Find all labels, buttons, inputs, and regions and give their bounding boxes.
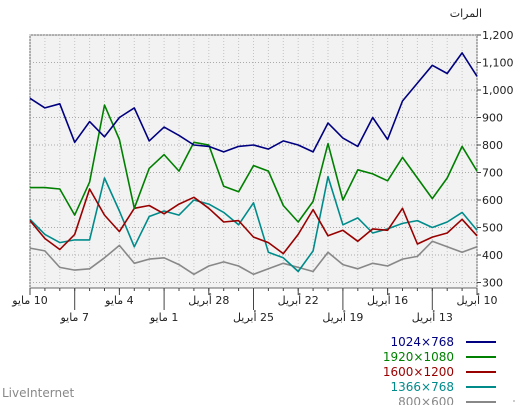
y-tick-label: 1,000 <box>482 84 514 97</box>
x-tick-label: 1 مايو <box>149 311 178 324</box>
legend-label: 1366×768 <box>391 380 455 394</box>
x-tick-label: 10 مايو <box>11 294 47 307</box>
footer-marker <box>513 400 515 402</box>
series-line <box>29 175 478 273</box>
liveinternet-brand: LiveInternet <box>2 386 75 400</box>
y-axis-unit-label: المرات <box>450 7 482 20</box>
y-tick-label: 1,100 <box>482 57 514 70</box>
series-line <box>30 104 478 223</box>
x-axis-ticks: 10 مايو 4 مايو 28 أبريل 22 أبريل 16 أبريل 10 … <box>11 288 498 324</box>
legend-label: 1024×768 <box>391 335 455 349</box>
legend-label: 800×600 <box>398 395 454 405</box>
x-tick-label: 10 أبريل <box>456 293 497 307</box>
x-tick-label: 19 أبريل <box>322 310 363 324</box>
x-tick-label: 28 أبريل <box>188 293 229 307</box>
y-tick-label: 300 <box>482 277 503 290</box>
x-tick-label: 25 أبريل <box>233 310 274 324</box>
x-tick-label: 13 أبريل <box>412 310 453 324</box>
legend: 1024×7681920×10801600×12001366×768800×60… <box>383 335 496 405</box>
y-tick-label: 700 <box>482 167 503 180</box>
series-line <box>29 240 478 276</box>
y-tick-label: 1,200 <box>482 29 514 42</box>
x-tick-label: 22 أبريل <box>278 293 319 307</box>
grid-lines <box>29 34 478 288</box>
x-tick-label: 7 مايو <box>59 311 88 324</box>
series-line <box>29 188 478 255</box>
y-tick-label: 500 <box>482 222 503 235</box>
y-tick-label: 900 <box>482 112 503 125</box>
series-line <box>29 52 478 153</box>
x-tick-label: 16 أبريل <box>367 293 408 307</box>
legend-label: 1920×1080 <box>383 350 454 364</box>
y-axis-ticks: 300 400 500 600 700 800 900 1,000 1,100 1,200 <box>477 29 514 290</box>
y-tick-label: 600 <box>482 194 503 207</box>
series-lines <box>29 52 478 276</box>
y-tick-label: 400 <box>482 249 503 262</box>
legend-label: 1600×1200 <box>383 365 454 379</box>
x-tick-label: 4 مايو <box>104 294 133 307</box>
y-tick-label: 800 <box>482 139 503 152</box>
